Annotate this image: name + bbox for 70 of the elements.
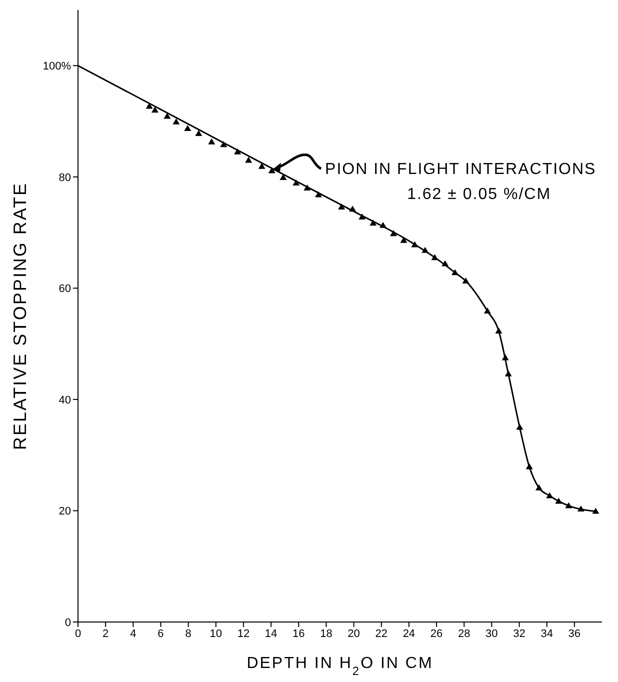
x-tick-label: 30	[486, 628, 498, 640]
x-tick-label: 26	[430, 628, 443, 640]
point	[358, 213, 366, 220]
x-tick-label: 18	[320, 628, 332, 640]
y-tick-label: 80	[58, 172, 71, 184]
x-tick-label: 20	[348, 628, 360, 640]
x-tick-label: 12	[237, 628, 250, 640]
point	[592, 508, 600, 514]
x-tick-label: 34	[540, 628, 553, 640]
x-tick-label: 16	[292, 628, 305, 640]
y-tick-label: 40	[58, 394, 71, 406]
x-tick-label: 2	[102, 628, 109, 640]
x-tick-label: 22	[375, 628, 388, 640]
y-axis-title: RELATIVE STOPPING RATE	[10, 182, 30, 450]
point	[431, 254, 438, 260]
x-axis-title: DEPTH IN H$_{2}$O IN CM	[246, 655, 434, 678]
x-tick-label: 36	[568, 628, 581, 640]
point	[314, 191, 322, 198]
point	[146, 102, 153, 109]
point	[380, 222, 387, 228]
point	[268, 167, 276, 174]
annotation: 1.62 ± 0.05 %/CM	[407, 186, 552, 203]
point	[234, 148, 242, 154]
x-tick-label: 6	[158, 628, 164, 640]
point	[172, 118, 180, 124]
y-tick-label: 20	[58, 506, 71, 518]
x-tick-label: 32	[513, 628, 526, 640]
point	[535, 484, 542, 490]
point	[258, 162, 266, 169]
x-tick-label: 10	[210, 628, 222, 640]
point	[462, 277, 470, 284]
point	[349, 206, 356, 212]
y-tick-label: 60	[58, 283, 71, 296]
point	[546, 492, 554, 498]
point	[502, 354, 509, 360]
point	[504, 370, 512, 376]
x-tick-label: 4	[130, 628, 136, 640]
point	[565, 502, 572, 508]
point	[292, 180, 300, 186]
point	[452, 269, 459, 276]
x-tick-label: 14	[264, 628, 278, 640]
y-tick-label: 0	[64, 616, 71, 629]
point	[208, 138, 216, 144]
point	[390, 230, 398, 236]
point	[484, 307, 491, 314]
point	[400, 236, 408, 243]
point	[442, 260, 449, 266]
point	[577, 506, 584, 512]
point	[516, 424, 524, 430]
x-tick-label: 8	[185, 628, 192, 640]
point	[526, 463, 533, 470]
annotation: PION IN FLIGHT INTERACTIONS	[325, 160, 596, 178]
point	[411, 241, 418, 248]
point	[195, 130, 202, 136]
point	[304, 184, 311, 191]
point	[338, 203, 346, 210]
point	[245, 156, 252, 163]
point	[184, 125, 192, 132]
point	[151, 106, 158, 113]
point	[495, 328, 502, 334]
point	[220, 141, 228, 148]
x-tick-label: 28	[458, 628, 470, 640]
x-tick-label: 0	[74, 628, 82, 640]
point	[370, 220, 377, 226]
point	[164, 112, 171, 119]
point	[422, 246, 429, 253]
x-tick-label: 24	[402, 628, 416, 640]
point	[280, 174, 287, 180]
y-tick-label: 100%	[42, 60, 72, 73]
point	[555, 498, 562, 504]
